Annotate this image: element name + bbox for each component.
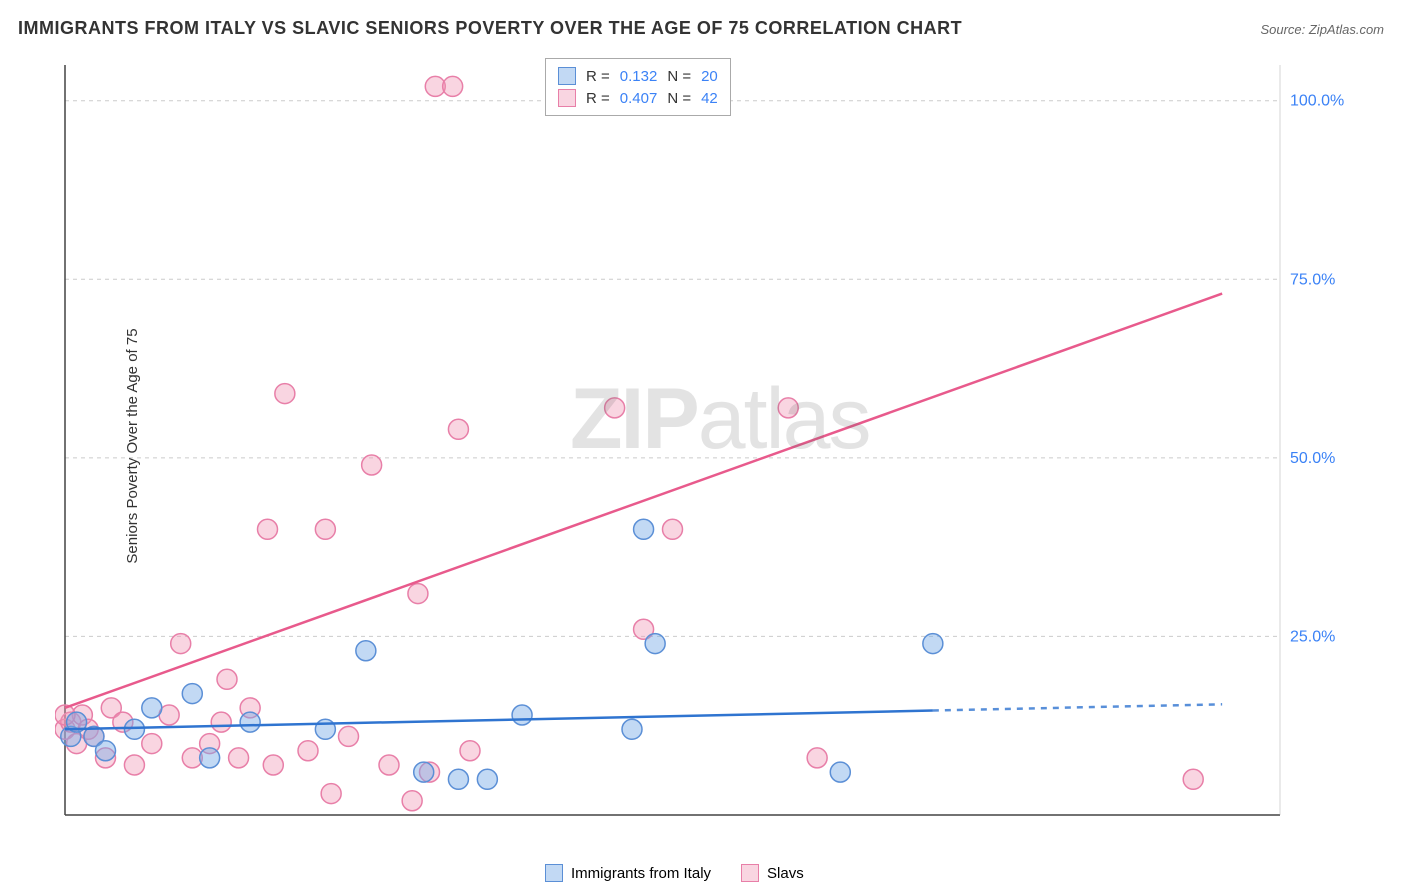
svg-text:50.0%: 50.0% <box>1290 450 1335 467</box>
legend-n-label: N = <box>667 90 691 107</box>
legend-row: R = 0.132 N = 20 <box>558 65 718 87</box>
svg-text:100.0%: 100.0% <box>1290 93 1344 110</box>
svg-text:75.0%: 75.0% <box>1290 271 1335 288</box>
legend-r-label: R = <box>586 90 610 107</box>
legend-n-label: N = <box>667 68 691 85</box>
legend-row: R = 0.407 N = 42 <box>558 87 718 109</box>
svg-text:25.0%: 25.0% <box>1290 628 1335 645</box>
legend-n-value: 20 <box>701 68 718 85</box>
legend-n-value: 42 <box>701 90 718 107</box>
legend-item: Slavs <box>741 864 804 882</box>
legend-item: Immigrants from Italy <box>545 864 711 882</box>
scatter-plot: 25.0%50.0%75.0%100.0%0.0%20.0% <box>55 55 1345 825</box>
legend-swatch <box>741 864 759 882</box>
chart-svg: 25.0%50.0%75.0%100.0%0.0%20.0% <box>55 55 1345 825</box>
legend-r-label: R = <box>586 68 610 85</box>
legend-swatch <box>558 89 576 107</box>
legend-series: Immigrants from Italy Slavs <box>545 864 804 882</box>
legend-correlation: R = 0.132 N = 20 R = 0.407 N = 42 <box>545 58 731 116</box>
legend-r-value: 0.407 <box>620 90 658 107</box>
chart-title: IMMIGRANTS FROM ITALY VS SLAVIC SENIORS … <box>18 18 962 39</box>
legend-label: Slavs <box>767 865 804 882</box>
legend-swatch <box>558 67 576 85</box>
legend-r-value: 0.132 <box>620 68 658 85</box>
source-attribution: Source: ZipAtlas.com <box>1260 22 1384 37</box>
legend-swatch <box>545 864 563 882</box>
legend-label: Immigrants from Italy <box>571 865 711 882</box>
